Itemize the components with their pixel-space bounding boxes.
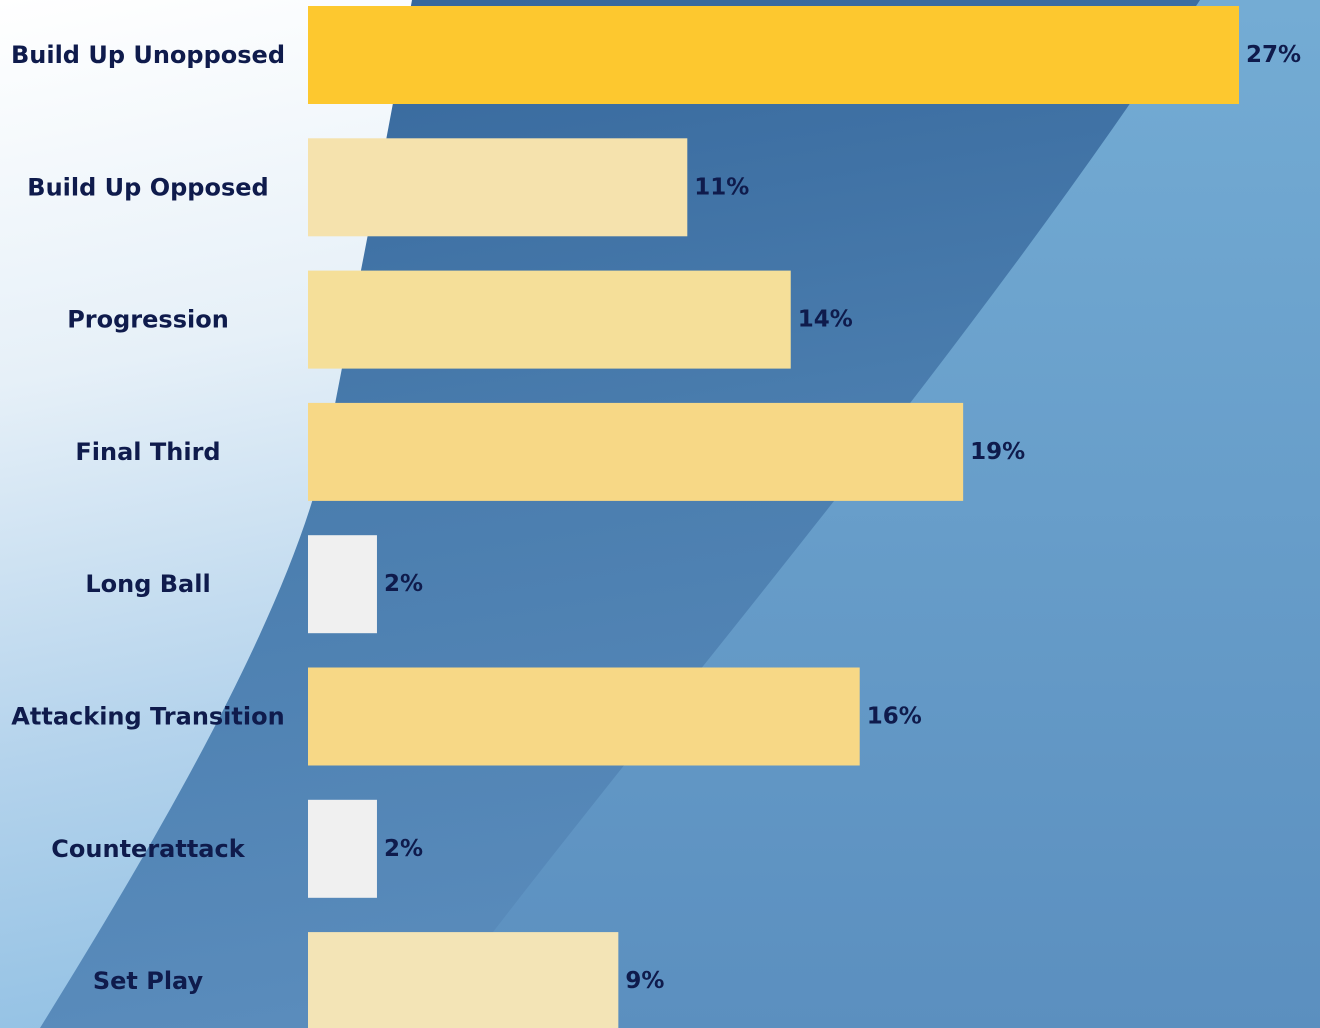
background-right-band [420, 0, 1320, 1028]
category-label: Final Third [75, 438, 220, 466]
bar-build-up-unopposed [308, 6, 1239, 104]
bar-build-up-opposed [308, 138, 688, 237]
bars-group [308, 6, 1239, 1028]
value-label: 2% [384, 571, 423, 597]
value-label: 14% [798, 307, 853, 333]
bar-counterattack [308, 799, 377, 898]
value-label: 9% [625, 968, 664, 994]
category-label: Progression [67, 306, 229, 334]
value-label: 27% [1246, 42, 1301, 68]
category-label: Counterattack [51, 835, 245, 863]
category-label: Build Up Unopposed [11, 41, 285, 69]
category-label: Build Up Opposed [27, 173, 268, 201]
category-label: Attacking Transition [11, 703, 284, 731]
value-labels-group: 27% 11% 14% 19% 2% 16% 2% 9% [384, 42, 1301, 994]
bar-progression [308, 270, 791, 369]
category-label: Long Ball [85, 570, 210, 598]
value-label: 16% [867, 704, 922, 730]
bar-long-ball [308, 535, 377, 634]
bar-final-third [308, 402, 964, 501]
bar-attacking-transition [308, 667, 860, 766]
category-labels-group: Build Up Unopposed Build Up Opposed Progre… [11, 41, 285, 995]
value-label: 19% [970, 439, 1025, 465]
value-label: 11% [694, 174, 749, 200]
bar-set-play [308, 932, 619, 1028]
category-label: Set Play [93, 967, 204, 995]
value-label: 2% [384, 836, 423, 862]
